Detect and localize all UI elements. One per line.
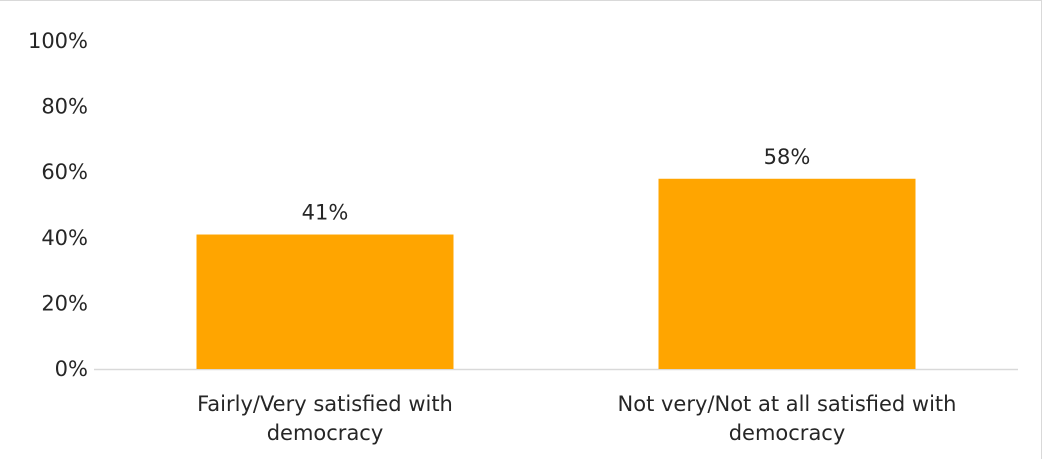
- x-axis-category-labels: Fairly/Very satisfied with democracy Not v…: [197, 392, 956, 445]
- y-axis-tick-labels: 0% 20% 40% 60% 80% 100%: [28, 29, 88, 381]
- y-tick-label: 80%: [41, 95, 88, 119]
- x-category-label: democracy: [267, 421, 384, 445]
- y-tick-label: 60%: [41, 160, 88, 184]
- y-tick-label: 20%: [41, 291, 88, 315]
- bars: [196, 178, 916, 369]
- data-label: 58%: [764, 145, 811, 169]
- bar: [196, 234, 454, 369]
- y-tick-label: 40%: [41, 226, 88, 250]
- x-category-label: Fairly/Very satisfied with: [197, 392, 453, 416]
- data-labels: 41% 58%: [302, 145, 811, 225]
- x-category-label: democracy: [729, 421, 846, 445]
- y-tick-label: 100%: [28, 29, 88, 53]
- data-label: 41%: [302, 201, 349, 225]
- y-tick-label: 0%: [55, 357, 88, 381]
- bar: [658, 178, 916, 369]
- x-category-label: Not very/Not at all satisfied with: [618, 392, 957, 416]
